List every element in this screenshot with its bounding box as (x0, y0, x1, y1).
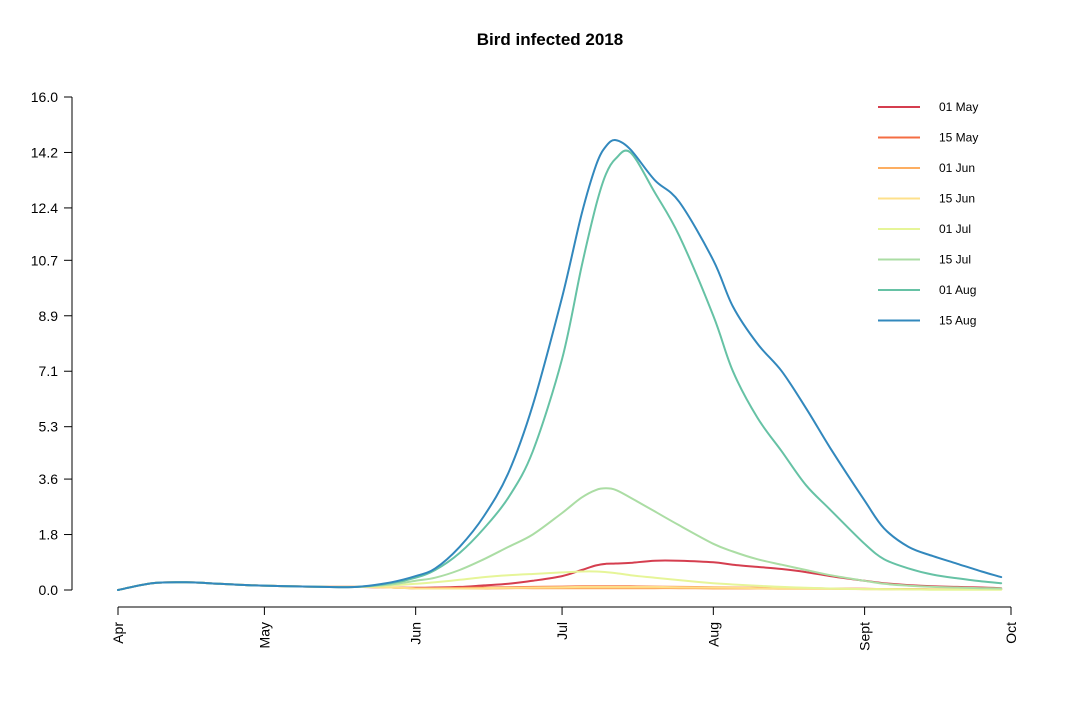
legend-label-01-may: 01 May (939, 100, 978, 114)
legend-label-01-aug: 01 Aug (939, 283, 976, 297)
series-lines (117, 139, 1003, 591)
chart-title: Bird infected 2018 (477, 30, 623, 49)
x-tick-label: Jun (408, 622, 424, 645)
y-tick-label: 1.8 (39, 527, 59, 543)
y-tick-label: 8.9 (39, 308, 59, 324)
legend-label-01-jun: 01 Jun (939, 161, 975, 175)
legend-label-15-aug: 15 Aug (939, 314, 976, 328)
series-line-15-aug (117, 139, 1003, 591)
x-tick-label: Jul (554, 622, 570, 640)
x-tick-label: Aug (705, 622, 721, 647)
y-axis-ticks: 0.0 1.8 3.6 5.3 7.1 8.9 10.7 12.4 14.2 16.0 (31, 89, 72, 598)
legend: 01 May 15 May 01 Jun 15 Jun 01 Jul 15 Jul 01 A… (878, 100, 978, 328)
y-tick-label: 3.6 (39, 471, 59, 487)
x-tick-label: Oct (1003, 622, 1019, 644)
legend-label-15-jun: 15 Jun (939, 192, 975, 206)
y-tick-label: 12.4 (31, 200, 58, 216)
legend-label-15-jul: 15 Jul (939, 253, 971, 267)
series-line-01-aug (117, 149, 1003, 591)
x-tick-label: Apr (110, 622, 126, 644)
y-tick-label: 16.0 (31, 89, 58, 105)
y-tick-label: 10.7 (31, 252, 58, 268)
y-tick-label: 0.0 (39, 582, 59, 598)
legend-label-15-may: 15 May (939, 131, 978, 145)
series-line-15-jul (117, 487, 1003, 591)
y-tick-label: 7.1 (39, 363, 59, 379)
x-tick-label: May (256, 622, 272, 648)
x-axis-ticks: Apr May Jun Jul Aug Sept Oct (110, 607, 1019, 651)
legend-label-01-jul: 01 Jul (939, 222, 971, 236)
y-tick-label: 5.3 (39, 419, 59, 435)
y-tick-label: 14.2 (31, 144, 58, 160)
x-tick-label: Sept (857, 622, 873, 651)
